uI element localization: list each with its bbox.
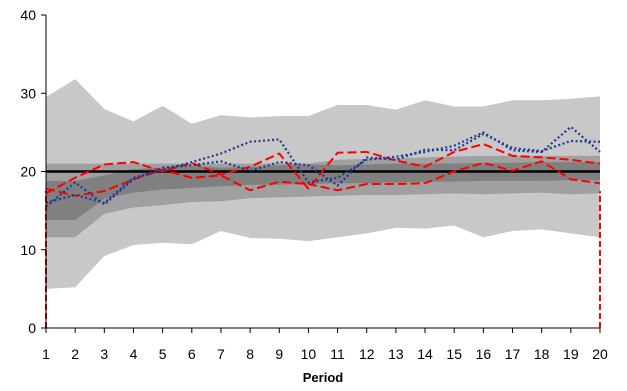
y-tick-label-20: 20 (20, 164, 36, 180)
x-tick-label-7: 7 (217, 346, 225, 362)
bands-group (46, 79, 600, 289)
x-tick-label-18: 18 (534, 346, 550, 362)
x-axis-label: Period (303, 370, 344, 385)
x-tick-label-1: 1 (42, 346, 50, 362)
x-tick-label-8: 8 (246, 346, 254, 362)
x-tick-label-20: 20 (592, 346, 608, 362)
series-line-4 (45, 132, 601, 208)
y-tick-label-10: 10 (20, 242, 36, 258)
x-tick-label-2: 2 (71, 346, 79, 362)
x-tick-label-9: 9 (275, 346, 283, 362)
x-tick-label-10: 10 (301, 346, 317, 362)
series-line-1 (45, 143, 601, 195)
x-tick-label-17: 17 (505, 346, 521, 362)
x-tick-label-15: 15 (446, 346, 462, 362)
x-tick-label-12: 12 (359, 346, 375, 362)
x-tick-label-14: 14 (417, 346, 433, 362)
x-tick-label-16: 16 (476, 346, 492, 362)
x-tick-label-11: 11 (330, 346, 345, 362)
x-tick-label-13: 13 (388, 346, 404, 362)
y-tick-label-30: 30 (20, 85, 36, 101)
axes-group (41, 14, 601, 333)
x-tick-label-4: 4 (130, 346, 138, 362)
y-tick-label-40: 40 (20, 7, 36, 23)
y-tick-label-0: 0 (28, 320, 36, 336)
x-tick-label-6: 6 (188, 346, 196, 362)
x-tick-label-3: 3 (100, 346, 108, 362)
x-tick-label-19: 19 (563, 346, 579, 362)
x-tick-label-5: 5 (159, 346, 167, 362)
